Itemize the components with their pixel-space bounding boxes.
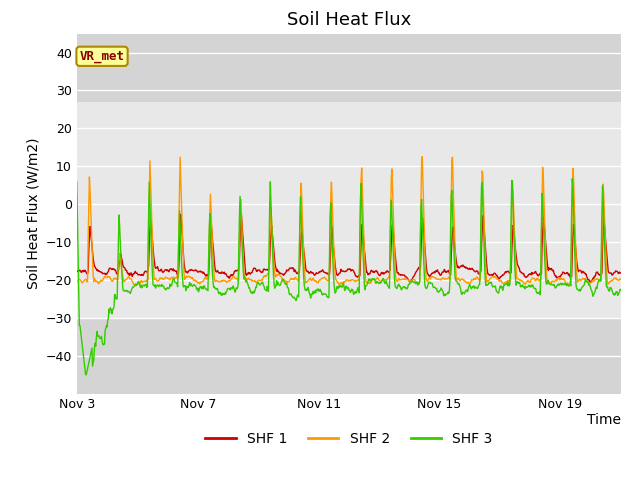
Title: Soil Heat Flux: Soil Heat Flux [287, 11, 411, 29]
Y-axis label: Soil Heat Flux (W/m2): Soil Heat Flux (W/m2) [26, 138, 40, 289]
Legend: SHF 1, SHF 2, SHF 3: SHF 1, SHF 2, SHF 3 [200, 426, 498, 452]
Bar [77, 102, 621, 318]
Text: VR_met: VR_met [79, 50, 125, 63]
Text: Time: Time [587, 413, 621, 427]
